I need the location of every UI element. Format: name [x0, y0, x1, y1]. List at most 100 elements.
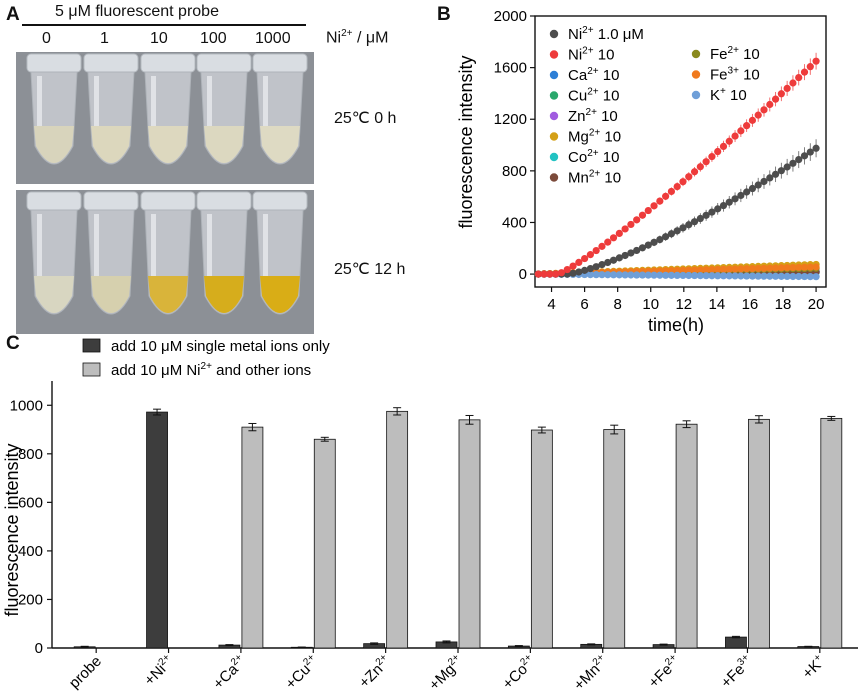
ni-unit-sup: 2+: [341, 28, 353, 39]
tubes-0h-svg: [16, 52, 314, 184]
chart-b-point-9-30: [708, 266, 716, 274]
chart-c-xtick-ion-0: probe: [66, 653, 105, 692]
chart-b: fluorescence intensity time(h) 4 6 8 10 12 14…: [456, 8, 827, 335]
chart-b-point-1-45: [795, 73, 803, 82]
chart-b-legend-label-10: K+ 10: [710, 86, 747, 104]
chart-b-legend-marker-1: [549, 50, 559, 59]
chart-b-point-10-27: [690, 271, 699, 280]
chart-b-point-10-13: [609, 271, 618, 279]
tubes-12h-tube-liquid-3: [204, 276, 244, 313]
chart-b-point-0-11: [598, 261, 606, 269]
chart-b-legend-charge-4: 2+: [586, 107, 598, 118]
chart-b-legend-conc-2: 10: [599, 67, 620, 84]
chart-b-point-0-38: [754, 181, 762, 189]
chart-b-point-10-16: [627, 271, 635, 279]
tubes-0h-tube-liquid-4: [260, 126, 300, 163]
chart-b-point-1-25: [679, 178, 687, 186]
chart-b-point-0-31: [714, 205, 722, 213]
chart-b-point-1-47: [806, 63, 814, 71]
chart-b-point-0-39: [760, 177, 768, 186]
chart-b-point-0-19: [644, 241, 652, 249]
chart-b-point-0-20: [650, 238, 658, 246]
chart-b-point-1-7: [575, 258, 583, 267]
chart-b-frame: [534, 15, 827, 288]
chart-b-point-1-14: [615, 229, 623, 237]
chart-b-legend-conc-8: 10: [739, 46, 760, 63]
chart-b-point-1-39: [760, 106, 768, 114]
row-label-0h: 25℃ 0 h: [334, 110, 397, 127]
chart-b-point-0-43: [783, 163, 791, 171]
chart-b-point-1-43: [783, 84, 791, 92]
chart-b-ytick-label-2: 800: [502, 163, 527, 180]
chart-b-point-10-24: [673, 271, 681, 280]
chart-b-legend-charge-5: 2+: [589, 128, 601, 139]
chart-b-point-0-47: [806, 148, 814, 156]
chart-b-legend-ion-4: Zn: [568, 108, 586, 125]
tubes-0h-tube-highlight-1: [94, 76, 99, 130]
conc-label-3: 100: [200, 30, 227, 47]
chart-b-point-1-26: [685, 173, 693, 181]
chart-b-ytick-label-3: 1200: [494, 111, 527, 128]
panel-c-label: C: [6, 333, 20, 354]
chart-b-legend-charge-0: 2+: [582, 25, 594, 36]
chart-b-point-1-2: [546, 270, 554, 278]
tubes-12h-svg: [16, 190, 314, 334]
chart-b-point-0-29: [702, 211, 710, 219]
chart-b-point-0-13: [609, 256, 618, 264]
chart-b-point-1-38: [754, 111, 762, 119]
chart-b-point-9-27: [690, 266, 699, 274]
chart-b-point-10-45: [795, 272, 803, 281]
tubes-12h-tube-highlight-1: [94, 214, 99, 280]
tubes-12h-tube-highlight-2: [151, 214, 156, 280]
chart-b-point-10-19: [644, 271, 652, 279]
chart-b-point-10-43: [783, 272, 791, 281]
chart-b-point-1-37: [748, 116, 757, 124]
chart-b-point-0-33: [725, 198, 733, 206]
chart-b-point-10-23: [667, 271, 676, 279]
tubes-0h-tube-liquid-1: [91, 126, 131, 163]
probe-title: 5 μM fluorescent probe: [55, 3, 219, 20]
chart-c-ytick-label-1: 200: [18, 591, 43, 608]
chart-b-point-0-36: [743, 188, 751, 196]
chart-b-point-0-8: [581, 266, 589, 274]
chart-b-point-0-6: [569, 269, 577, 277]
tubes-12h-tube-highlight-0: [37, 214, 42, 280]
tubes-12h-tube-liquid-0: [34, 276, 74, 313]
chart-b-point-10-10: [592, 271, 600, 279]
chart-b-legend-marker-5: [549, 132, 559, 141]
chart-b-point-9-25: [679, 266, 687, 274]
chart-b-point-1-11: [598, 242, 606, 250]
chart-b-point-0-48: [812, 144, 820, 152]
chart-b-xtick-label-4: 12: [675, 296, 692, 313]
chart-b-point-1-17: [633, 216, 641, 224]
chart-b-legend-charge-3: 2+: [587, 87, 599, 98]
chart-b-point-1-48: [812, 57, 820, 65]
chart-b-legend-label-5: Mg2+ 10: [568, 128, 621, 146]
chart-b-point-10-41: [771, 272, 780, 280]
chart-c-bar-1-4: [386, 410, 409, 649]
chart-b-point-10-40: [766, 272, 774, 280]
chart-b-point-1-35: [737, 127, 745, 135]
chart-c-bar-0-1: [146, 411, 168, 649]
chart-b-xlabel: time(h): [648, 315, 704, 335]
chart-b-point-10-9: [586, 271, 594, 279]
conc-label-2: 10: [150, 30, 168, 47]
chart-b-legend-ion-0: Ni: [568, 26, 582, 43]
chart-c-xtick-label-5: +Mg2+: [425, 652, 467, 693]
chart-b-point-1-33: [725, 137, 733, 145]
chart-c-xtick-label-8: +Fe2+: [645, 652, 684, 691]
chart-b-legend-marker-8: [691, 49, 701, 59]
chart-b-legend-conc-5: 10: [600, 129, 621, 146]
chart-c-ytick-label-0: 0: [35, 640, 43, 657]
legend-mixed-base: add 10 μM Ni: [111, 362, 201, 379]
chart-b-legend-label-4: Zn2+ 10: [568, 107, 618, 125]
chart-b-legend-conc-10: 10: [726, 87, 747, 104]
conc-label-0: 0: [42, 30, 51, 47]
chart-b-legend-label-1: Ni2+ 10: [568, 46, 614, 64]
chart-b-point-1-15: [621, 225, 629, 233]
chart-b-point-1-30: [708, 153, 716, 161]
chart-b-legend-charge-7: 2+: [589, 169, 601, 180]
chart-b-legend-charge-10: +: [720, 86, 726, 97]
conc-label-1: 1: [100, 30, 109, 47]
chart-b-point-10-20: [650, 271, 658, 279]
